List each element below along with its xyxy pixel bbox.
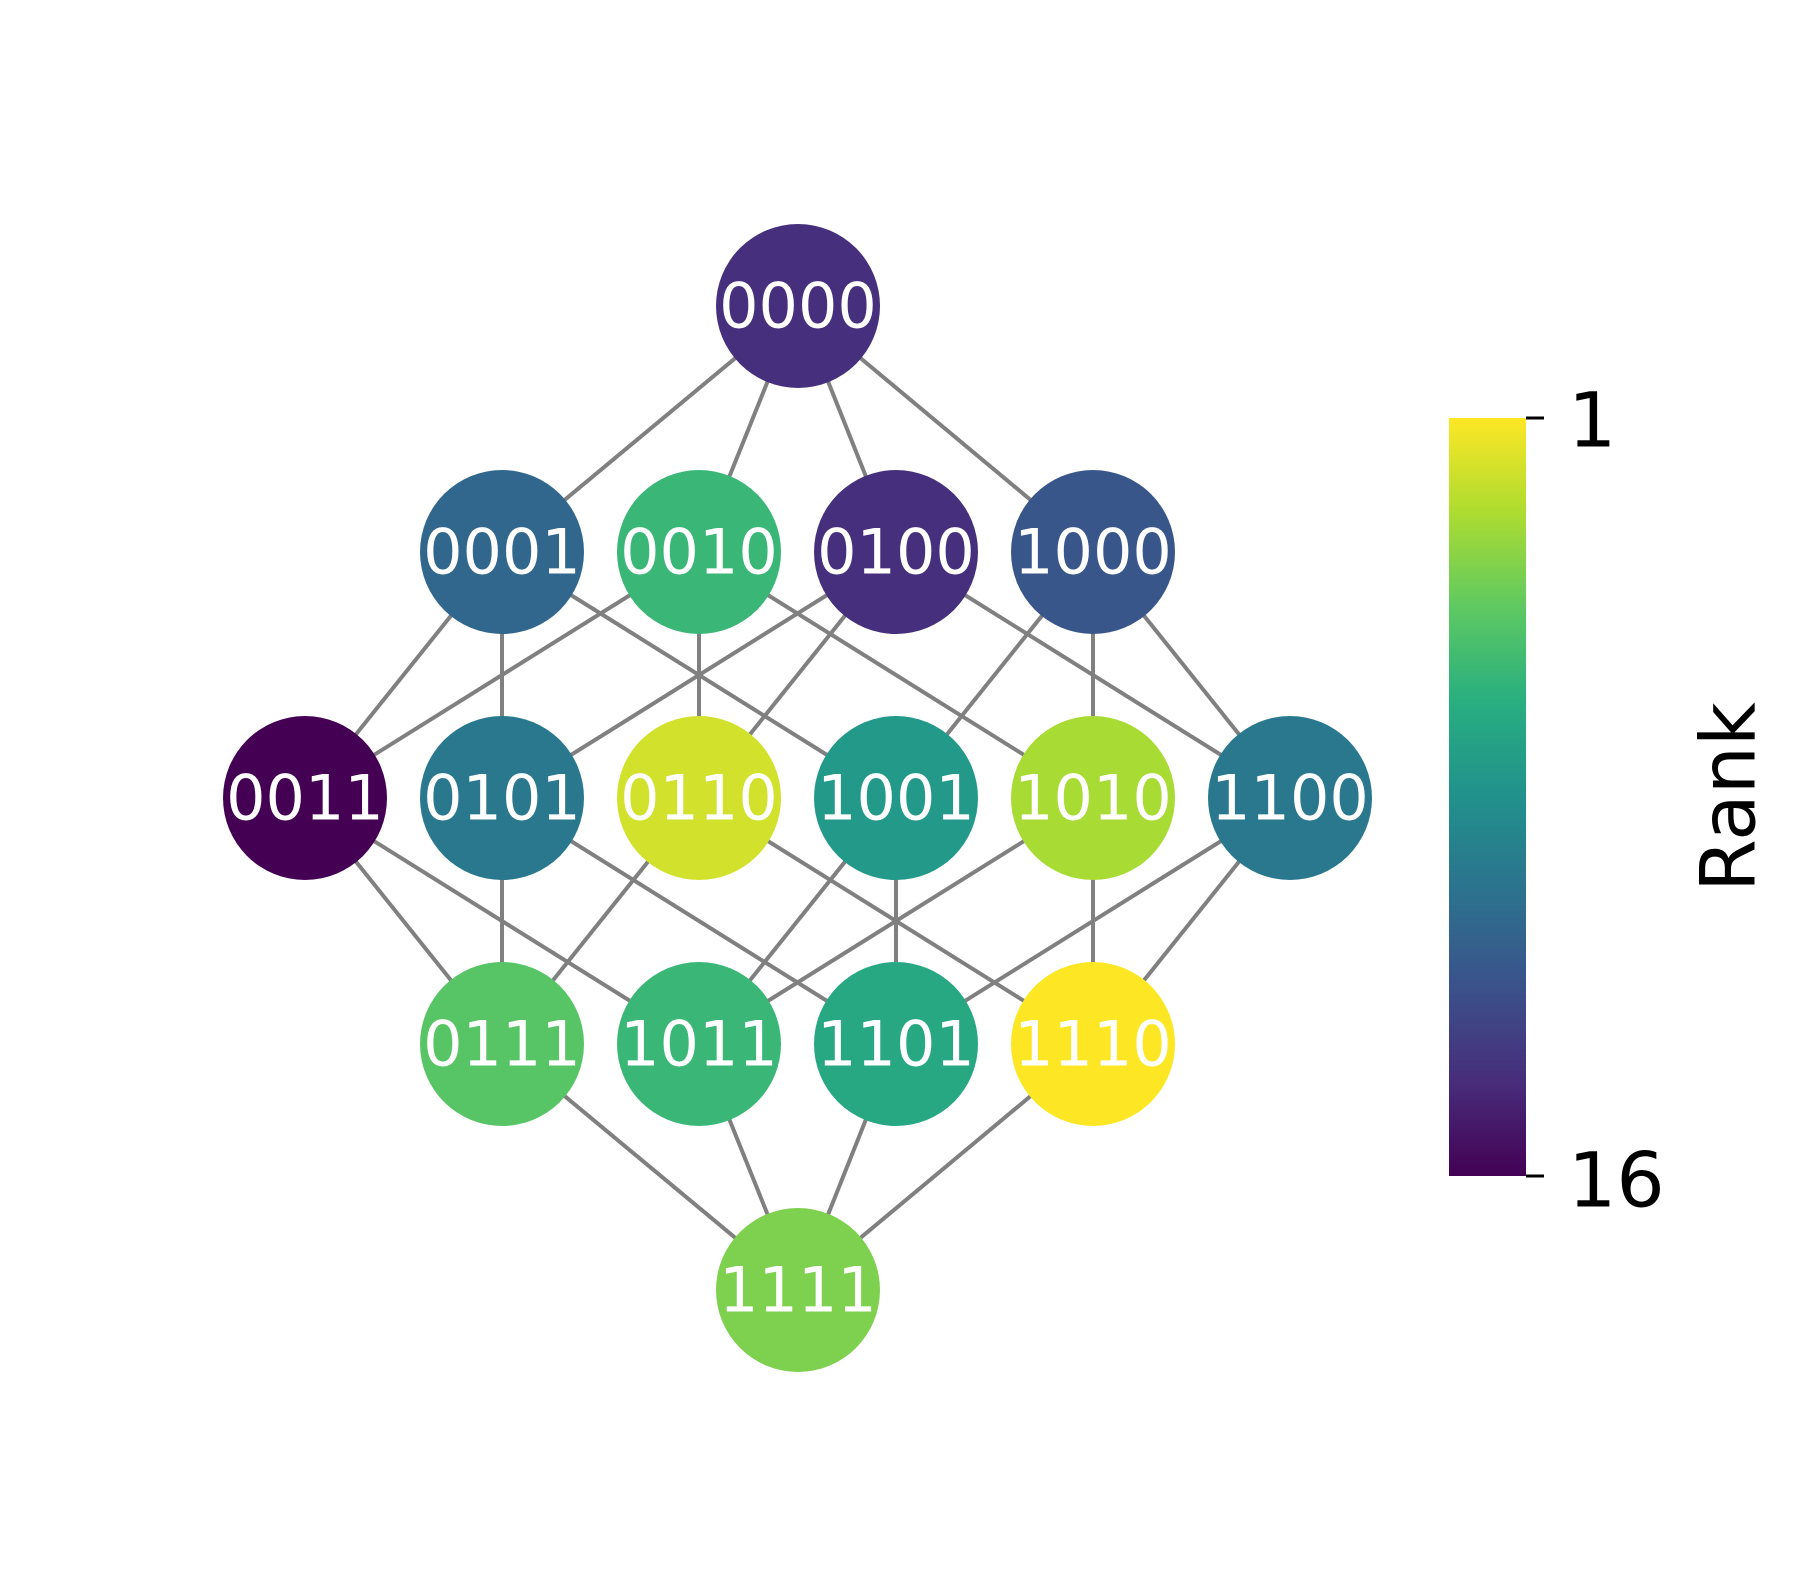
node-1110: 1110 xyxy=(1011,962,1175,1126)
node-circle-1110 xyxy=(1011,962,1175,1126)
node-1100: 1100 xyxy=(1208,716,1372,880)
node-label-0111: 0111 xyxy=(423,1008,581,1081)
node-label-1010: 1010 xyxy=(1014,762,1172,835)
node-label-0101: 0101 xyxy=(423,762,581,835)
node-circle-0110 xyxy=(617,716,781,880)
node-0100: 0100 xyxy=(814,470,978,634)
colorbar-gradient xyxy=(1449,418,1526,1176)
node-0111: 0111 xyxy=(420,962,584,1126)
node-circle-1100 xyxy=(1208,716,1372,880)
node-circle-1101 xyxy=(814,962,978,1126)
colorbar: 1 16 Rank xyxy=(1449,376,1773,1225)
colorbar-tick-label-min: 1 xyxy=(1568,376,1616,465)
node-label-0001: 0001 xyxy=(423,516,581,589)
node-label-1000: 1000 xyxy=(1014,516,1172,589)
node-label-0110: 0110 xyxy=(620,762,778,835)
node-circle-0101 xyxy=(420,716,584,880)
node-0101: 0101 xyxy=(420,716,584,880)
node-1111: 1111 xyxy=(716,1208,880,1372)
node-label-1101: 1101 xyxy=(817,1008,975,1081)
node-label-0010: 0010 xyxy=(620,516,778,589)
node-label-1111: 1111 xyxy=(719,1254,877,1327)
node-0000: 0000 xyxy=(716,224,880,388)
node-circle-1000 xyxy=(1011,470,1175,634)
node-circle-1010 xyxy=(1011,716,1175,880)
node-label-1100: 1100 xyxy=(1211,762,1369,835)
nodes: 0000 0001 0010 0100 1000 0011 0101 0110 1001 1010… xyxy=(223,224,1372,1372)
colorbar-tick-label-max: 16 xyxy=(1568,1136,1665,1225)
node-label-1011: 1011 xyxy=(620,1008,778,1081)
node-circle-1011 xyxy=(617,962,781,1126)
node-circle-0111 xyxy=(420,962,584,1126)
node-label-0100: 0100 xyxy=(817,516,975,589)
node-circle-0011 xyxy=(223,716,387,880)
node-1101: 1101 xyxy=(814,962,978,1126)
node-circle-1001 xyxy=(814,716,978,880)
node-0001: 0001 xyxy=(420,470,584,634)
node-circle-0010 xyxy=(617,470,781,634)
node-circle-0100 xyxy=(814,470,978,634)
node-1000: 1000 xyxy=(1011,470,1175,634)
colorbar-title: Rank xyxy=(1684,702,1773,892)
node-circle-1111 xyxy=(716,1208,880,1372)
node-1010: 1010 xyxy=(1011,716,1175,880)
node-label-1110: 1110 xyxy=(1014,1008,1172,1081)
node-0010: 0010 xyxy=(617,470,781,634)
node-label-0011: 0011 xyxy=(226,762,384,835)
node-circle-0000 xyxy=(716,224,880,388)
node-1011: 1011 xyxy=(617,962,781,1126)
node-circle-0001 xyxy=(420,470,584,634)
node-0110: 0110 xyxy=(617,716,781,880)
node-0011: 0011 xyxy=(223,716,387,880)
node-label-0000: 0000 xyxy=(719,270,877,343)
node-1001: 1001 xyxy=(814,716,978,880)
node-label-1001: 1001 xyxy=(817,762,975,835)
